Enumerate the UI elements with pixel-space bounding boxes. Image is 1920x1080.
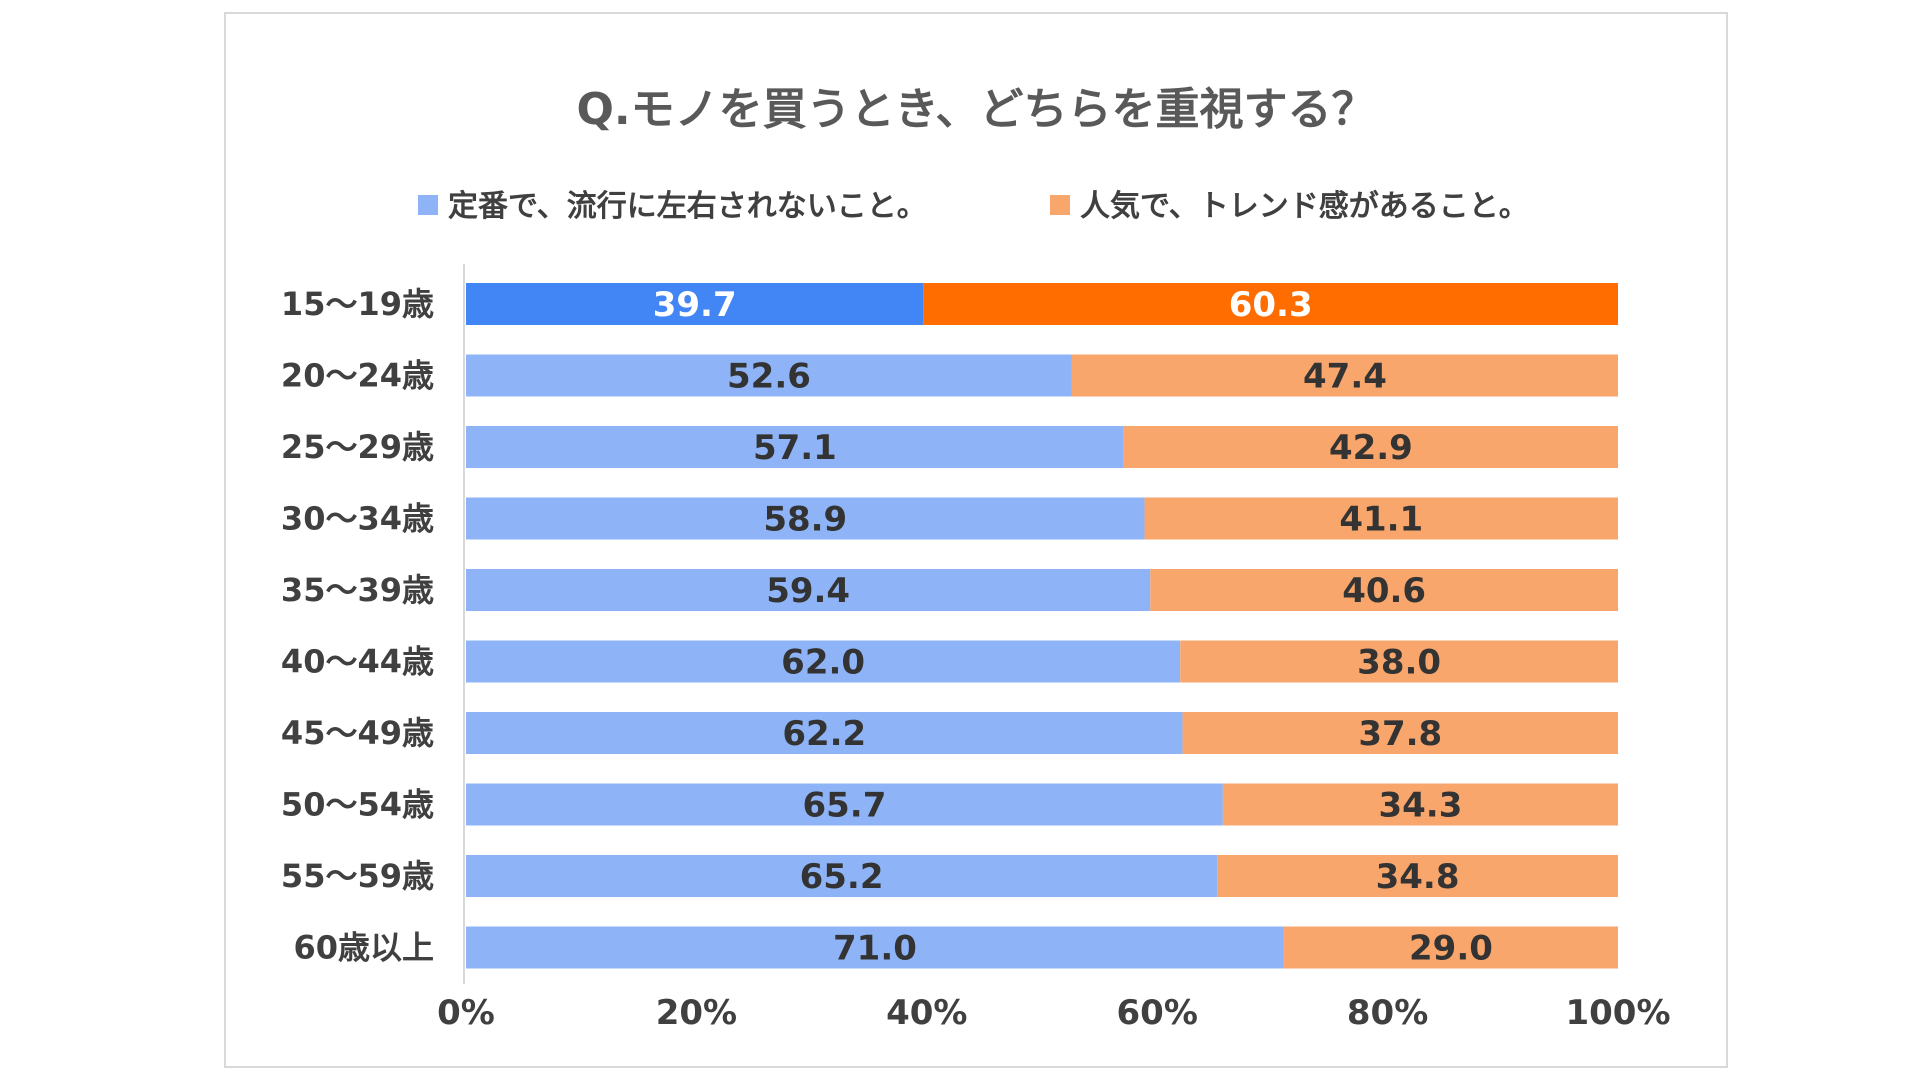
category-label-7: 45～49歳 [281, 714, 434, 752]
legend-swatch-2 [1050, 195, 1070, 215]
bar-series1-10 [466, 926, 1284, 969]
category-label-9: 55～59歳 [281, 857, 434, 895]
data-label-series2-5: 40.6 [1342, 571, 1426, 611]
bar-series1-7 [466, 712, 1183, 754]
legend-label-2: 人気で、トレンド感があること。 [1080, 189, 1529, 224]
bar-series2-10 [1283, 926, 1618, 969]
x-tick-label-1: 0% [437, 993, 495, 1033]
bar-series1-5 [466, 569, 1151, 611]
bars-group [466, 283, 1618, 969]
bar-series2-2 [1071, 354, 1618, 397]
bar-series2-9 [1217, 855, 1618, 897]
data-labels-group: 39.7 60.3 52.6 47.4 57.1 42.9 58.9 41.1 59.4 40.6… [653, 285, 1493, 969]
x-tick-label-6: 100% [1565, 993, 1670, 1033]
x-tick-label-5: 80% [1347, 993, 1428, 1033]
bar-series2-4 [1144, 497, 1618, 540]
chart-svg: Q.モノを買うとき、どちらを重視する？ 定番で、流行に左右されないこと。 人気で、… [281, 84, 1671, 1033]
data-label-series2-9: 34.8 [1376, 857, 1460, 897]
bar-series2-1 [923, 283, 1618, 325]
bar-series2-3 [1123, 426, 1618, 468]
data-label-series1-5: 59.4 [766, 571, 850, 611]
x-tick-label-4: 60% [1117, 993, 1198, 1033]
data-label-series2-3: 42.9 [1329, 428, 1413, 468]
bar-series2-6 [1180, 640, 1618, 683]
category-label-8: 50～54歳 [281, 786, 434, 824]
x-tick-label-2: 20% [656, 993, 737, 1033]
data-label-series1-8: 65.7 [802, 786, 886, 826]
bar-series1-9 [466, 855, 1218, 897]
legend-label-1: 定番で、流行に左右されないこと。 [448, 189, 927, 224]
category-labels-group: 15～19歳 20～24歳 25～29歳 30～34歳 35～39歳 40～44歳 45～4… [281, 285, 434, 967]
bar-series2-8 [1222, 783, 1618, 826]
bar-series2-5 [1150, 569, 1618, 611]
bar-series1-1 [466, 283, 924, 325]
data-label-series1-3: 57.1 [753, 428, 837, 468]
data-label-series2-6: 38.0 [1357, 643, 1441, 683]
legend-swatch-1 [418, 195, 438, 215]
data-label-series1-4: 58.9 [763, 500, 847, 540]
data-label-series1-2: 52.6 [727, 357, 811, 397]
data-label-series2-10: 29.0 [1409, 929, 1493, 969]
bar-series1-6 [466, 640, 1181, 683]
data-label-series2-4: 41.1 [1339, 500, 1423, 540]
data-label-series1-6: 62.0 [781, 643, 865, 683]
data-label-series1-10: 71.0 [833, 929, 917, 969]
category-label-6: 40～44歳 [281, 643, 434, 681]
category-label-1: 15～19歳 [281, 285, 434, 323]
bar-series2-7 [1182, 712, 1618, 754]
data-label-series1-9: 65.2 [800, 857, 884, 897]
category-label-4: 30～34歳 [281, 500, 434, 538]
bar-series1-2 [466, 354, 1072, 397]
data-label-series2-1: 60.3 [1229, 285, 1313, 325]
chart-title: Q.モノを買うとき、どちらを重視する？ [576, 84, 1375, 135]
chart-frame: Q.モノを買うとき、どちらを重視する？ 定番で、流行に左右されないこと。 人気で、… [224, 12, 1728, 1068]
legend: 定番で、流行に左右されないこと。 人気で、トレンド感があること。 [418, 189, 1529, 224]
bar-series1-3 [466, 426, 1124, 468]
x-tick-labels-group: 0% 20% 40% 60% 80% 100% [437, 993, 1670, 1033]
data-label-series1-1: 39.7 [653, 285, 737, 325]
data-label-series1-7: 62.2 [782, 714, 866, 754]
data-label-series2-2: 47.4 [1303, 357, 1387, 397]
category-label-10: 60歳以上 [293, 929, 434, 967]
x-tick-label-3: 40% [886, 993, 967, 1033]
category-label-5: 35～39歳 [281, 571, 434, 609]
bar-series1-8 [466, 783, 1223, 826]
category-label-2: 20～24歳 [281, 357, 434, 395]
data-label-series2-7: 37.8 [1358, 714, 1442, 754]
bar-series1-4 [466, 497, 1145, 540]
data-label-series2-8: 34.3 [1378, 786, 1462, 826]
category-label-3: 25～29歳 [281, 428, 434, 466]
